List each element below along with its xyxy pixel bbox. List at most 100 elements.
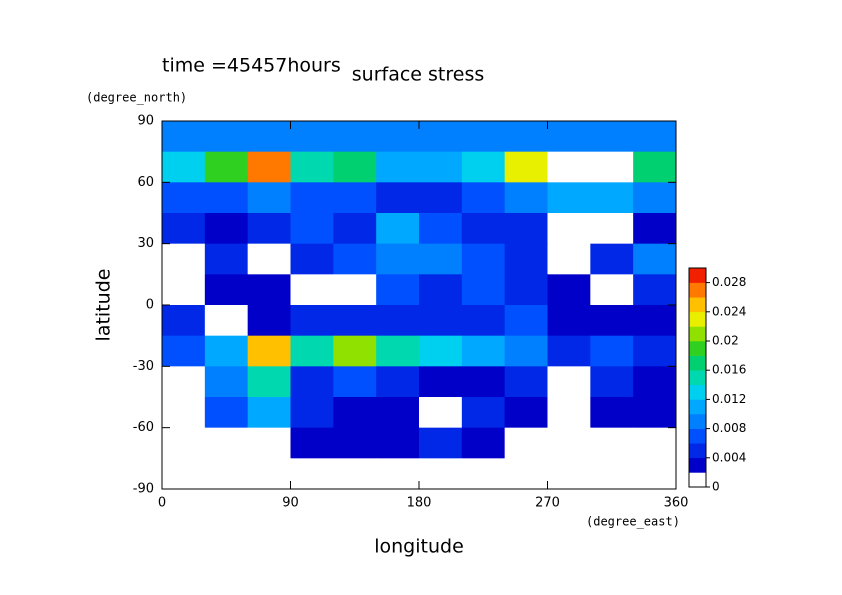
- contour-cell: [204, 427, 249, 459]
- contour-cell: [247, 427, 291, 459]
- y-tick-label: 0: [146, 298, 154, 313]
- x-tick-label: 360: [664, 496, 689, 511]
- contour-cell: [290, 213, 334, 245]
- y-tick-label: 60: [137, 175, 154, 190]
- contour-cell: [247, 335, 291, 367]
- contour-cell: [290, 305, 334, 337]
- contour-cell: [162, 458, 206, 490]
- contour-cell: [419, 427, 463, 459]
- contour-cell: [547, 366, 591, 398]
- x-axis-label: longitude: [374, 536, 464, 558]
- contour-cell: [504, 305, 548, 337]
- contour-cell: [547, 305, 591, 337]
- contour-cell: [247, 213, 291, 245]
- contour-cell: [547, 182, 591, 214]
- contour-cell: [333, 427, 377, 459]
- contour-cell: [376, 121, 420, 153]
- contour-cell: [419, 274, 463, 306]
- contour-cell: [633, 243, 677, 275]
- chart-subtitle: time =45457hours: [162, 55, 341, 77]
- contour-cell: [247, 151, 291, 183]
- chart-title: surface stress: [352, 64, 485, 86]
- contour-cell: [461, 305, 506, 337]
- contour-cell: [247, 397, 291, 429]
- contour-cell: [419, 397, 463, 429]
- colorbar-segment: [689, 268, 706, 283]
- colorbar-tick-label: 0.008: [712, 421, 746, 435]
- contour-cell: [376, 182, 420, 214]
- contour-cell: [333, 243, 377, 275]
- contour-cell: [590, 458, 634, 490]
- x-tick-label: 270: [535, 496, 560, 511]
- contour-cell: [419, 151, 463, 183]
- y-unit: (degree_north): [86, 91, 187, 105]
- contour-cell: [547, 427, 591, 459]
- x-tick-label: 180: [407, 496, 432, 511]
- contour-cell: [290, 243, 334, 275]
- contour-cell: [547, 335, 591, 367]
- contour-cell: [419, 243, 463, 275]
- contour-cell: [633, 151, 677, 183]
- contour-cell: [633, 458, 677, 490]
- contour-cell: [504, 151, 548, 183]
- contour-cell: [461, 335, 506, 367]
- colorbar-segment: [689, 414, 706, 429]
- contour-cell: [290, 427, 334, 459]
- contour-cell: [590, 151, 634, 183]
- contour-cell: [461, 274, 506, 306]
- contour-cell: [590, 397, 634, 429]
- contour-cell: [504, 427, 548, 459]
- colorbar-segment: [689, 399, 706, 415]
- x-unit: (degree_east): [586, 515, 680, 529]
- contour-cell: [419, 366, 463, 398]
- contour-cell: [633, 213, 677, 245]
- contour-cell: [162, 274, 206, 306]
- contour-cell: [590, 335, 634, 367]
- contour-cell: [333, 274, 377, 306]
- contour-cell: [633, 366, 677, 398]
- contour-cell: [333, 397, 377, 429]
- contour-cell: [162, 121, 206, 153]
- contour-cell: [419, 458, 463, 490]
- contour-cell: [547, 243, 591, 275]
- x-tick-label: 0: [158, 496, 166, 511]
- contour-cell: [461, 151, 506, 183]
- contour-cell: [504, 274, 548, 306]
- colorbar-segment: [689, 341, 706, 356]
- contour-cell: [162, 151, 206, 183]
- contour-cell: [376, 305, 420, 337]
- contour-cell: [461, 121, 506, 153]
- colorbar-segment: [689, 326, 706, 342]
- colorbar-segment: [689, 443, 706, 459]
- contour-cell: [290, 335, 334, 367]
- contour-cell: [204, 335, 249, 367]
- contour-cell: [376, 274, 420, 306]
- contour-cell: [633, 427, 677, 459]
- contour-cell: [504, 182, 548, 214]
- contour-cell: [547, 397, 591, 429]
- contour-cell: [590, 213, 634, 245]
- contour-cell: [590, 305, 634, 337]
- contour-cell: [633, 335, 677, 367]
- contour-cell: [333, 335, 377, 367]
- contour-cell: [162, 427, 206, 459]
- colorbar-frame: [688, 267, 707, 488]
- contour-cell: [290, 182, 334, 214]
- contour-cell: [162, 397, 206, 429]
- contour-cell: [376, 335, 420, 367]
- y-axis-label: latitude: [93, 269, 115, 342]
- colorbar-segment: [689, 311, 706, 327]
- contour-cell: [504, 243, 548, 275]
- colorbar-tick-label: 0.028: [712, 275, 746, 289]
- contour-cell: [204, 458, 249, 490]
- contour-cell: [162, 335, 206, 367]
- contour-cell: [162, 213, 206, 245]
- contour-cell: [376, 427, 420, 459]
- contour-cell: [547, 274, 591, 306]
- contour-cell: [247, 366, 291, 398]
- contour-cell: [333, 458, 377, 490]
- contour-cell: [204, 274, 249, 306]
- contour-cell: [461, 243, 506, 275]
- contour-cell: [204, 305, 249, 337]
- contour-cell: [290, 274, 334, 306]
